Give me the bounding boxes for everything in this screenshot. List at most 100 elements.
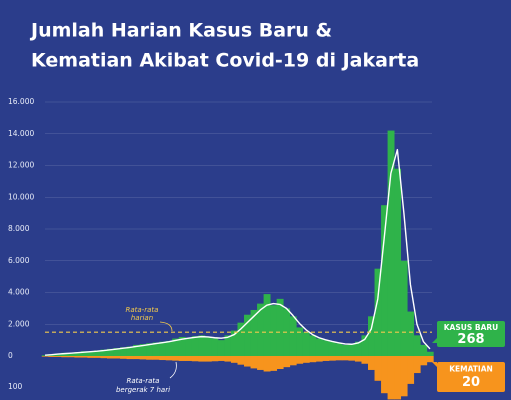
bar: [139, 356, 147, 360]
bar: [41, 356, 49, 357]
callout-value: 268: [457, 332, 484, 347]
y-tick-label: 100: [8, 382, 23, 391]
bar: [341, 356, 349, 361]
bar: [191, 336, 199, 356]
bar: [289, 316, 297, 356]
bar: [361, 356, 369, 364]
bar: [426, 356, 434, 363]
bar: [250, 309, 258, 356]
bar: [191, 356, 199, 362]
bar: [172, 338, 180, 356]
bar: [217, 340, 225, 356]
bar: [146, 343, 154, 356]
bar: [426, 351, 434, 356]
bar: [80, 356, 88, 358]
bar: [407, 311, 415, 356]
bar: [244, 356, 251, 367]
callout-pointer: [432, 338, 437, 343]
bar: [230, 356, 238, 363]
bar: [211, 356, 219, 362]
callout-box: [437, 321, 505, 347]
bar: [126, 356, 134, 360]
bar: [87, 352, 95, 356]
bar: [270, 305, 278, 356]
bar: [80, 351, 88, 356]
bar: [165, 356, 173, 361]
bar: [322, 340, 330, 356]
bar: [413, 335, 421, 356]
bar: [309, 335, 317, 356]
bar: [400, 356, 408, 397]
chart-title: Kematian Akibat Covid-19 di Jakarta: [31, 50, 419, 72]
bar: [54, 356, 62, 357]
bar: [152, 356, 160, 360]
bar: [420, 344, 428, 356]
bar: [413, 356, 421, 374]
bar: [250, 356, 258, 369]
bar: [93, 350, 101, 356]
bar: [374, 356, 382, 381]
bar: [113, 356, 121, 359]
bar: [126, 346, 134, 356]
bar: [244, 314, 251, 356]
callout-label: KASUS BARU: [444, 323, 499, 332]
y-tick-label: 2.000: [8, 319, 30, 328]
bar: [198, 356, 206, 362]
bar: [420, 356, 428, 366]
bar: [276, 356, 284, 370]
line-layer: [44, 148, 432, 356]
bar: [315, 338, 323, 356]
bar: [61, 352, 69, 356]
annotation: bergerak 7 hari: [116, 386, 170, 394]
callout-value: 20: [462, 375, 480, 390]
bar: [322, 356, 330, 361]
annotation: harian: [131, 314, 153, 322]
bar: [74, 356, 82, 358]
bar: [394, 168, 402, 356]
bar: [211, 338, 219, 356]
bar: [263, 356, 271, 372]
bar: [152, 342, 160, 356]
bar: [87, 356, 95, 358]
annotation-arrow: [159, 321, 173, 332]
bar: [54, 353, 62, 356]
bar: [178, 336, 186, 356]
bar: [348, 344, 356, 356]
bar: [341, 344, 349, 356]
y-tick-label: 6.000: [8, 256, 30, 265]
bar: [309, 356, 317, 363]
bar: [302, 332, 310, 356]
bar: [146, 356, 154, 360]
bar: [224, 356, 232, 362]
y-tick-label: 8.000: [8, 224, 30, 233]
bar: [368, 316, 375, 356]
bar: [61, 356, 69, 358]
bar: [315, 356, 323, 362]
bar: [354, 341, 362, 356]
bar: [328, 341, 336, 356]
bar: [217, 356, 225, 361]
bar: [257, 303, 265, 356]
bar: [165, 340, 173, 356]
bar: [257, 356, 265, 370]
bar: [335, 356, 343, 361]
bar: [354, 356, 362, 362]
bar: [400, 260, 408, 356]
bar: [204, 356, 212, 362]
bar: [178, 356, 186, 361]
bar: [106, 348, 114, 356]
bar: [67, 356, 75, 358]
bar: [361, 335, 369, 356]
bar: [185, 356, 193, 361]
callout-box: [437, 362, 505, 392]
y-tick-label: 16.000: [8, 97, 34, 106]
bar: [394, 356, 402, 400]
bar: [133, 356, 141, 360]
bar: [67, 353, 75, 356]
bar: [159, 341, 167, 356]
bar: [100, 349, 108, 356]
bar: [230, 330, 238, 356]
bar: [368, 356, 375, 370]
y-tick-label: 12.000: [8, 161, 34, 170]
